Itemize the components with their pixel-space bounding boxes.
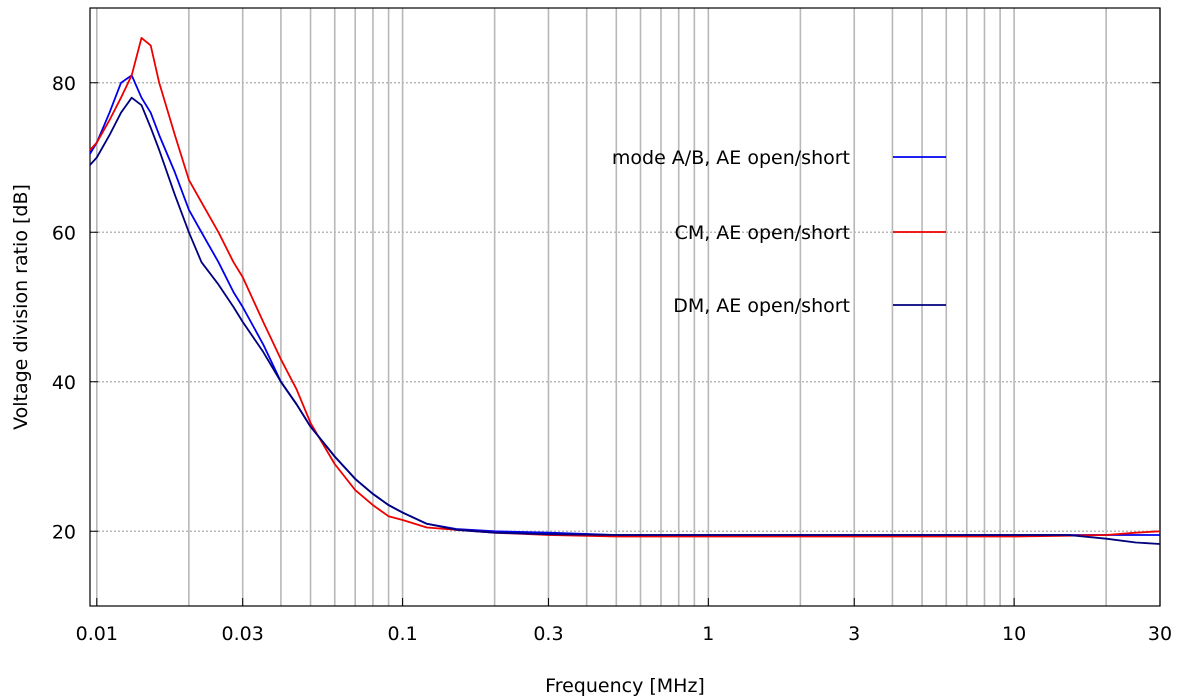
x-axis-title: Frequency [MHz] bbox=[545, 675, 705, 696]
x-tick-label: 10 bbox=[1002, 623, 1026, 645]
x-tick-label: 0.3 bbox=[533, 623, 563, 645]
x-tick-label: 0.1 bbox=[387, 623, 417, 645]
y-tick-label: 20 bbox=[52, 521, 76, 543]
series-line-2 bbox=[89, 37, 1161, 538]
axis-ticks: 0.01 0.03 0.1 0.3 1 3 10 30 20 40 60 80 bbox=[52, 73, 1172, 645]
x-tick-label: 1 bbox=[702, 623, 714, 645]
y-axis-title: Voltage division ratio [dB] bbox=[10, 184, 32, 430]
x-tick-label: 0.01 bbox=[76, 623, 118, 645]
legend-label: mode A/B, AE open/short bbox=[612, 147, 850, 169]
grid bbox=[90, 8, 1161, 606]
legend-label: CM, AE open/short bbox=[675, 222, 850, 244]
plot-frame bbox=[89, 7, 1161, 607]
legend: mode A/B, AE open/short CM, AE open/short… bbox=[612, 147, 946, 317]
y-tick-label: 60 bbox=[52, 222, 76, 244]
x-tick-label: 30 bbox=[1148, 623, 1172, 645]
x-tick-label: 0.03 bbox=[222, 623, 264, 645]
y-tick-label: 80 bbox=[52, 73, 76, 95]
y-tick-label: 40 bbox=[52, 372, 76, 394]
x-tick-label: 3 bbox=[848, 623, 860, 645]
series-group bbox=[89, 37, 1161, 545]
legend-label: DM, AE open/short bbox=[673, 295, 850, 317]
series-line-3 bbox=[89, 96, 1161, 545]
